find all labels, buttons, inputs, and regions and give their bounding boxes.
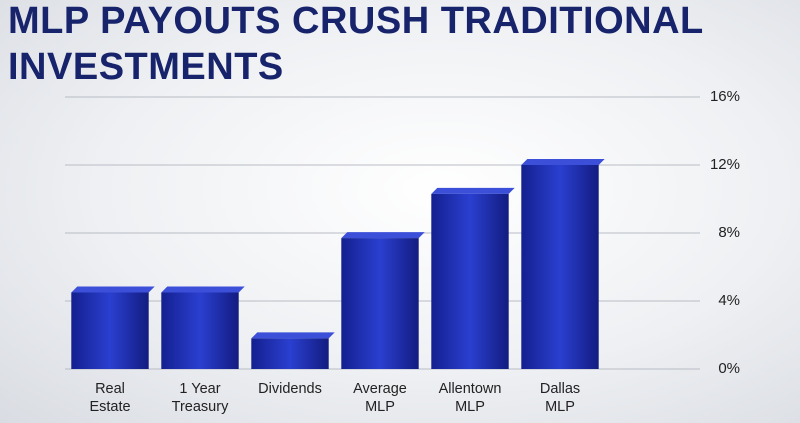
bar-top — [71, 286, 155, 293]
x-tick-label: Real Estate — [89, 381, 131, 415]
bar — [71, 292, 149, 369]
x-tick-label: Average MLP — [353, 381, 407, 415]
x-tick-label: Dividends — [258, 381, 322, 397]
bar-top — [161, 286, 245, 293]
bar — [251, 338, 329, 369]
bar — [521, 165, 599, 369]
bar — [431, 193, 509, 369]
y-tick-label: 12% — [710, 156, 740, 173]
x-tick-label: Dallas MLP — [539, 381, 581, 415]
x-tick-label: Allentown MLP — [438, 381, 502, 415]
x-tick-label: 1 Year Treasury — [171, 381, 229, 415]
y-tick-label: 4% — [718, 292, 740, 309]
bar — [161, 292, 239, 369]
y-tick-label: 8% — [718, 224, 740, 241]
bar-top — [341, 232, 425, 239]
chart-title: MLP PAYOUTS CRUSH TRADITIONAL INVESTMENT… — [8, 0, 704, 88]
bar-top — [521, 159, 605, 165]
bar-top — [431, 187, 515, 194]
y-tick-label: 16% — [710, 88, 740, 105]
bar-top — [251, 332, 335, 339]
y-tick-label: 0% — [718, 360, 740, 377]
bar — [341, 238, 419, 369]
